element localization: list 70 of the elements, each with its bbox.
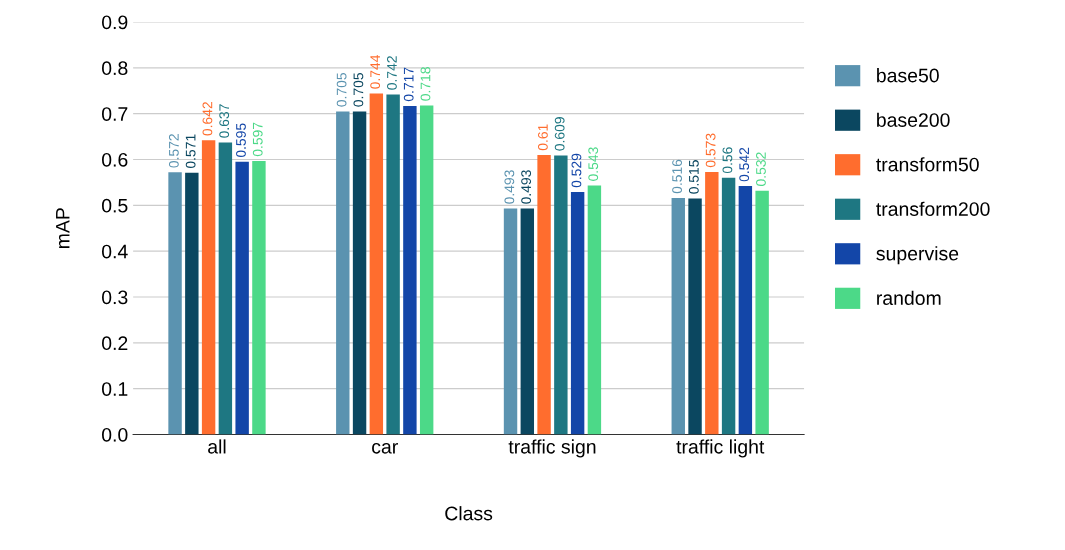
bar [587,185,602,435]
y-tick-label: 0.2 [102,336,128,351]
legend-label: transform50 [876,157,979,172]
legend-label: transform200 [876,201,990,216]
data-label: 0.529 [571,153,582,188]
bar [671,198,685,435]
data-label: 0.572 [168,134,179,168]
data-label: 0.597 [252,122,263,157]
data-label: 0.637 [219,104,230,138]
data-label: 0.493 [521,170,532,204]
bar [688,198,702,435]
y-tick-label: 0.8 [102,61,128,76]
data-label: 0.542 [739,147,750,182]
bar [336,111,350,435]
y-tick-label: 0.6 [102,152,128,167]
x-tick-label: all [208,439,226,454]
bar [721,177,736,435]
data-label: 0.571 [185,134,196,169]
data-label: 0.717 [403,67,414,102]
bar [520,208,535,435]
y-axis-title: mAP [56,208,70,249]
bar [705,171,719,435]
bar [503,208,518,435]
data-label: 0.532 [756,152,766,186]
y-tick-label: 0.4 [102,244,128,259]
legend-label: base200 [877,112,950,127]
bar [419,105,434,435]
y-tick-label: 0.9 [102,15,128,30]
data-label: 0.515 [688,160,699,194]
data-label: 0.56 [722,147,733,174]
bar [537,154,551,435]
y-tick-label: 0.3 [102,290,128,305]
bar [554,155,568,435]
x-tick-label: car [372,442,398,454]
x-tick-label: traffic sign [508,439,596,458]
bar [403,105,417,435]
bar [386,94,400,435]
bar [235,161,249,435]
data-label: 0.573 [705,133,716,168]
bar [218,142,233,435]
bar [755,190,769,435]
bar [201,140,216,435]
y-tick-label: 0.1 [102,382,128,396]
x-axis-title: Class [445,506,493,521]
bar [369,93,384,435]
data-label: 0.642 [202,102,213,136]
legend-label: supervise [876,246,959,265]
bar [252,160,266,435]
y-tick-label: 0.0 [102,427,128,442]
data-label: 0.61 [537,124,548,151]
legend-label: base50 [877,68,939,83]
legend-label: random [877,290,941,306]
x-tick-label: traffic light [676,439,765,458]
bar [570,192,585,435]
data-label: 0.705 [353,73,364,107]
data-label: 0.705 [336,73,347,107]
data-label: 0.493 [504,170,515,204]
data-label: 0.718 [420,67,431,101]
bar [352,111,367,435]
data-label: 0.543 [588,147,599,181]
bar [168,172,182,435]
data-label: 0.742 [387,56,397,90]
y-tick-label: 0.7 [102,107,128,121]
y-tick-label: 0.5 [102,198,128,213]
bar [738,186,753,435]
bar [185,172,199,435]
data-label: 0.744 [370,54,381,89]
data-label: 0.516 [672,159,682,194]
data-label: 0.595 [236,123,246,158]
data-label: 0.609 [554,117,565,151]
